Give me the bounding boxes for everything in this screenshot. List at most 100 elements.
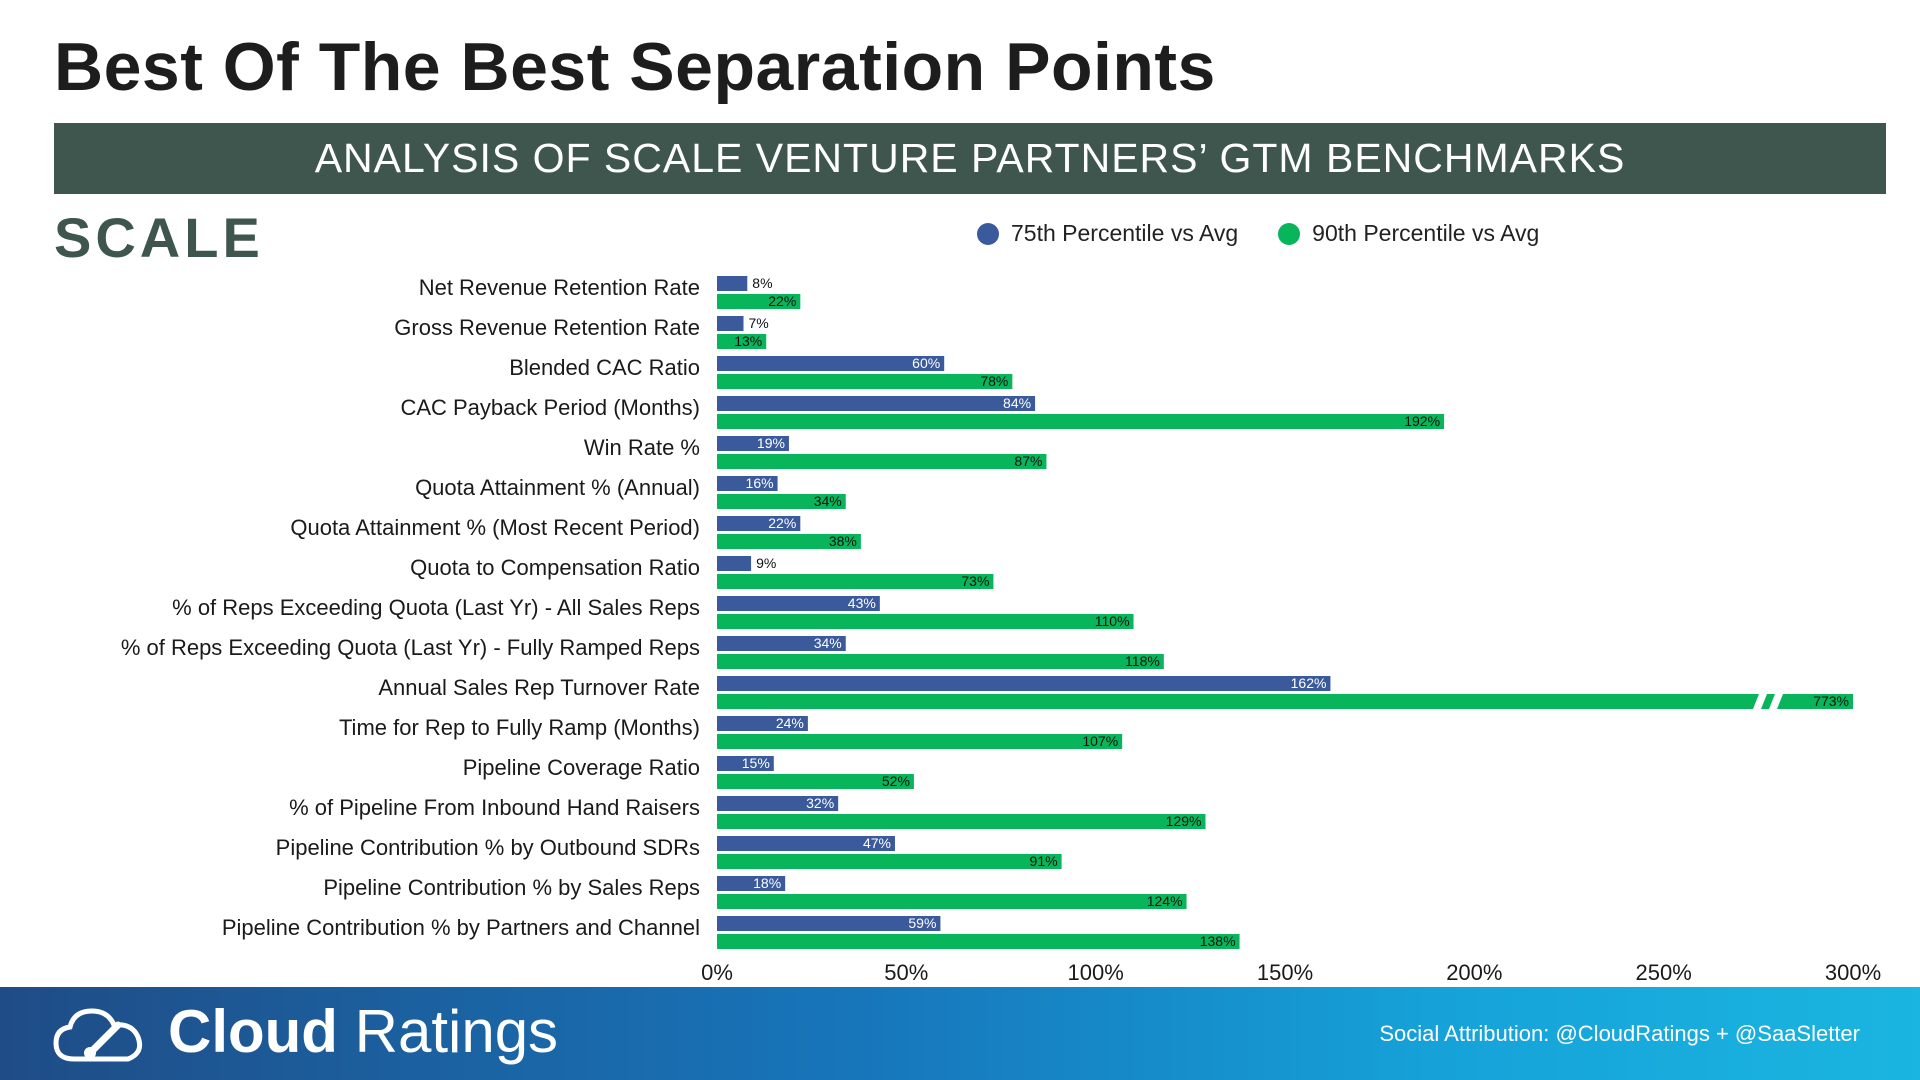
- scale-logo: SCALE: [54, 206, 264, 269]
- bar-90th: [717, 414, 1445, 429]
- footer-bar: Cloud Ratings Social Attribution: @Cloud…: [0, 987, 1920, 1080]
- bar-75th: [717, 836, 895, 851]
- category-label: % of Reps Exceeding Quota (Last Yr) - Al…: [172, 595, 700, 620]
- bar-75th: [717, 556, 752, 571]
- x-tick-label: 150%: [1257, 960, 1313, 985]
- data-label-90th: 124%: [1147, 893, 1183, 909]
- category-label: Pipeline Coverage Ratio: [463, 755, 700, 780]
- data-label-75th: 59%: [908, 915, 936, 931]
- axis-break-mark: [1769, 694, 1783, 709]
- x-tick-label: 100%: [1068, 960, 1124, 985]
- data-label-90th: 91%: [1030, 853, 1058, 869]
- cloud-logo-icon: [53, 1008, 143, 1062]
- brand-name: Cloud Ratings: [168, 997, 558, 1066]
- data-label-90th: 138%: [1200, 933, 1236, 949]
- bar-90th: [717, 854, 1062, 869]
- bar-75th: [717, 436, 789, 451]
- data-label-90th: 773%: [1813, 693, 1849, 709]
- axis-break-mark: [1753, 694, 1767, 709]
- legend-dot-75th-icon: [977, 222, 999, 245]
- data-label-90th: 13%: [734, 333, 762, 349]
- bar-90th: [717, 494, 846, 509]
- bar-90th: [717, 334, 767, 349]
- bar-75th: [717, 476, 778, 491]
- chart-legend: 75th Percentile vs Avg 90th Percentile v…: [977, 220, 1579, 247]
- bar-75th: [717, 916, 941, 931]
- category-label: Quota Attainment % (Annual): [415, 475, 700, 500]
- data-label-90th: 87%: [1014, 453, 1042, 469]
- category-label: Quota to Compensation Ratio: [410, 555, 700, 580]
- data-label-75th: 24%: [776, 715, 804, 731]
- data-label-75th: 9%: [756, 555, 776, 571]
- category-label: % of Pipeline From Inbound Hand Raisers: [289, 795, 700, 820]
- x-tick-label: 250%: [1636, 960, 1692, 985]
- bar-90th: [717, 774, 914, 789]
- category-label: % of Reps Exceeding Quota (Last Yr) - Fu…: [121, 635, 700, 660]
- bar-75th: [717, 516, 801, 531]
- data-label-75th: 15%: [742, 755, 770, 771]
- bar-90th: [717, 294, 801, 309]
- data-label-75th: 19%: [757, 435, 785, 451]
- bar-75th: [717, 356, 945, 371]
- bar-75th: [717, 676, 1331, 691]
- bar-90th: [717, 654, 1164, 669]
- data-label-75th: 34%: [814, 635, 842, 651]
- data-label-90th: 110%: [1095, 613, 1130, 629]
- category-label: Net Revenue Retention Rate: [419, 275, 700, 300]
- data-label-75th: 22%: [768, 515, 796, 531]
- data-label-90th: 73%: [961, 573, 989, 589]
- category-label: Gross Revenue Retention Rate: [394, 315, 700, 340]
- legend-item-90th: 90th Percentile vs Avg: [1278, 220, 1539, 247]
- bar-90th: [717, 454, 1047, 469]
- category-label: CAC Payback Period (Months): [400, 395, 700, 420]
- legend-label-90th: 90th Percentile vs Avg: [1312, 220, 1540, 246]
- data-label-75th: 16%: [746, 475, 774, 491]
- category-label: Blended CAC Ratio: [509, 355, 700, 380]
- bar-90th: [717, 814, 1206, 829]
- bar-75th: [717, 716, 808, 731]
- data-label-75th: 84%: [1003, 395, 1031, 411]
- category-label: Quota Attainment % (Most Recent Period): [290, 515, 700, 540]
- category-label: Win Rate %: [584, 435, 700, 460]
- category-label: Time for Rep to Fully Ramp (Months): [339, 715, 700, 740]
- bar-90th: [717, 894, 1187, 909]
- x-tick-label: 0%: [701, 960, 733, 985]
- legend-dot-90th-icon: [1278, 222, 1301, 245]
- category-label: Pipeline Contribution % by Partners and …: [222, 915, 700, 940]
- bar-75th: [717, 636, 846, 651]
- category-label: Pipeline Contribution % by Outbound SDRs: [276, 835, 700, 860]
- bar-90th: [717, 614, 1134, 629]
- data-label-75th: 43%: [848, 595, 876, 611]
- data-label-90th: 38%: [829, 533, 857, 549]
- brand-name-bold: Cloud: [168, 998, 338, 1065]
- data-label-90th: 107%: [1082, 733, 1118, 749]
- data-label-90th: 118%: [1125, 653, 1160, 669]
- bar-90th: [717, 934, 1240, 949]
- bar-75th: [717, 596, 880, 611]
- category-label: Annual Sales Rep Turnover Rate: [378, 675, 700, 700]
- bar-90th: [717, 574, 994, 589]
- bar-75th: [717, 756, 774, 771]
- banner-text: ANALYSIS OF SCALE VENTURE PARTNERS’ GTM …: [314, 135, 1626, 181]
- data-label-90th: 78%: [980, 373, 1008, 389]
- legend-label-75th: 75th Percentile vs Avg: [1011, 220, 1239, 246]
- legend-item-75th: 75th Percentile vs Avg: [977, 220, 1238, 247]
- social-attribution: Social Attribution: @CloudRatings + @Saa…: [1379, 1021, 1860, 1046]
- brand-name-light: Ratings: [337, 998, 559, 1065]
- bar-90th: [717, 734, 1123, 749]
- bar-75th: [717, 796, 839, 811]
- x-tick-label: 200%: [1446, 960, 1502, 985]
- data-label-90th: 52%: [882, 773, 910, 789]
- data-label-90th: 129%: [1166, 813, 1202, 829]
- data-label-75th: 47%: [863, 835, 891, 851]
- data-label-75th: 32%: [806, 795, 834, 811]
- bar-75th: [717, 316, 744, 331]
- bar-chart: Net Revenue Retention Rate 8% 22% Gross Rev…: [121, 275, 1881, 985]
- bar-90th: [717, 374, 1013, 389]
- subtitle-banner: ANALYSIS OF SCALE VENTURE PARTNERS’ GTM …: [54, 123, 1886, 194]
- bar-90th: [717, 534, 861, 549]
- bar-90th: [717, 694, 1853, 709]
- data-label-75th: 8%: [752, 275, 772, 291]
- data-label-75th: 60%: [912, 355, 940, 371]
- page-title: Best Of The Best Separation Points: [54, 29, 1216, 105]
